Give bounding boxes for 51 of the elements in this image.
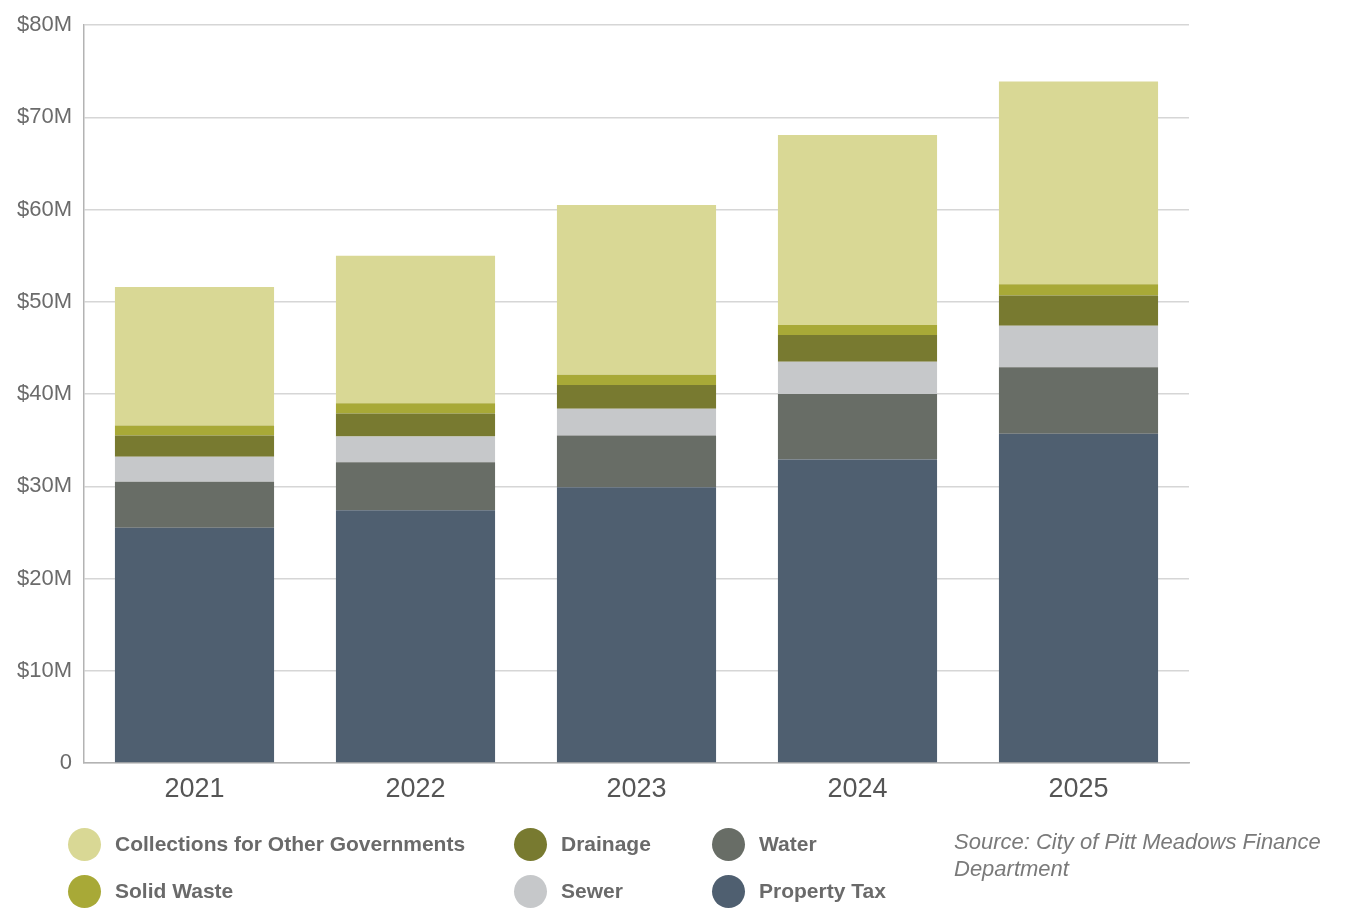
- bar: [777, 361, 938, 395]
- bar: [556, 384, 717, 409]
- bar: [556, 374, 717, 385]
- x-tick-label: 2025: [1048, 772, 1109, 803]
- bar: [998, 284, 1159, 296]
- bar: [114, 287, 275, 426]
- legend-label: Property Tax: [759, 879, 886, 903]
- bar: [114, 425, 275, 436]
- bar: [777, 335, 938, 362]
- source-note: Source: City of Pitt Meadows Finance Department: [954, 828, 1322, 882]
- bar: [335, 436, 496, 463]
- x-tick-label: 2022: [385, 772, 446, 803]
- bar: [114, 456, 275, 482]
- bar: [998, 295, 1159, 326]
- legend-label: Water: [759, 832, 817, 856]
- bar: [998, 433, 1159, 763]
- bar: [777, 394, 938, 460]
- legend-label: Collections for Other Governments: [115, 832, 466, 856]
- bar: [777, 459, 938, 763]
- bar: [114, 527, 275, 763]
- bar: [335, 413, 496, 437]
- legend-label: Sewer: [561, 879, 623, 903]
- x-tick-label: 2021: [164, 772, 225, 803]
- bar: [335, 403, 496, 414]
- y-tick-label: $70M: [16, 103, 72, 129]
- y-tick-label: $50M: [16, 287, 72, 313]
- legend-label: Drainage: [561, 832, 651, 856]
- bar: [998, 325, 1159, 368]
- y-tick-label: $20M: [16, 564, 72, 590]
- bar: [556, 487, 717, 763]
- bar: [777, 134, 938, 325]
- legend-label: Solid Waste: [115, 879, 234, 903]
- y-tick-label: $10M: [16, 656, 72, 682]
- x-tick-label: 2023: [606, 772, 667, 803]
- bar: [556, 205, 717, 375]
- bar: [998, 367, 1159, 434]
- bar: [114, 435, 275, 457]
- x-tick-label: 2024: [827, 772, 888, 803]
- y-tick-label: $30M: [16, 472, 72, 498]
- bar: [335, 510, 496, 763]
- bar: [777, 324, 938, 336]
- bar: [335, 255, 496, 404]
- bar: [998, 81, 1159, 285]
- y-tick-label: $80M: [16, 11, 72, 37]
- y-tick-label: 0: [59, 749, 72, 775]
- y-tick-label: $60M: [16, 195, 72, 221]
- y-tick-label: $40M: [16, 380, 72, 406]
- bar: [556, 408, 717, 436]
- bar: [114, 481, 275, 528]
- bar: [335, 462, 496, 511]
- bar: [556, 435, 717, 488]
